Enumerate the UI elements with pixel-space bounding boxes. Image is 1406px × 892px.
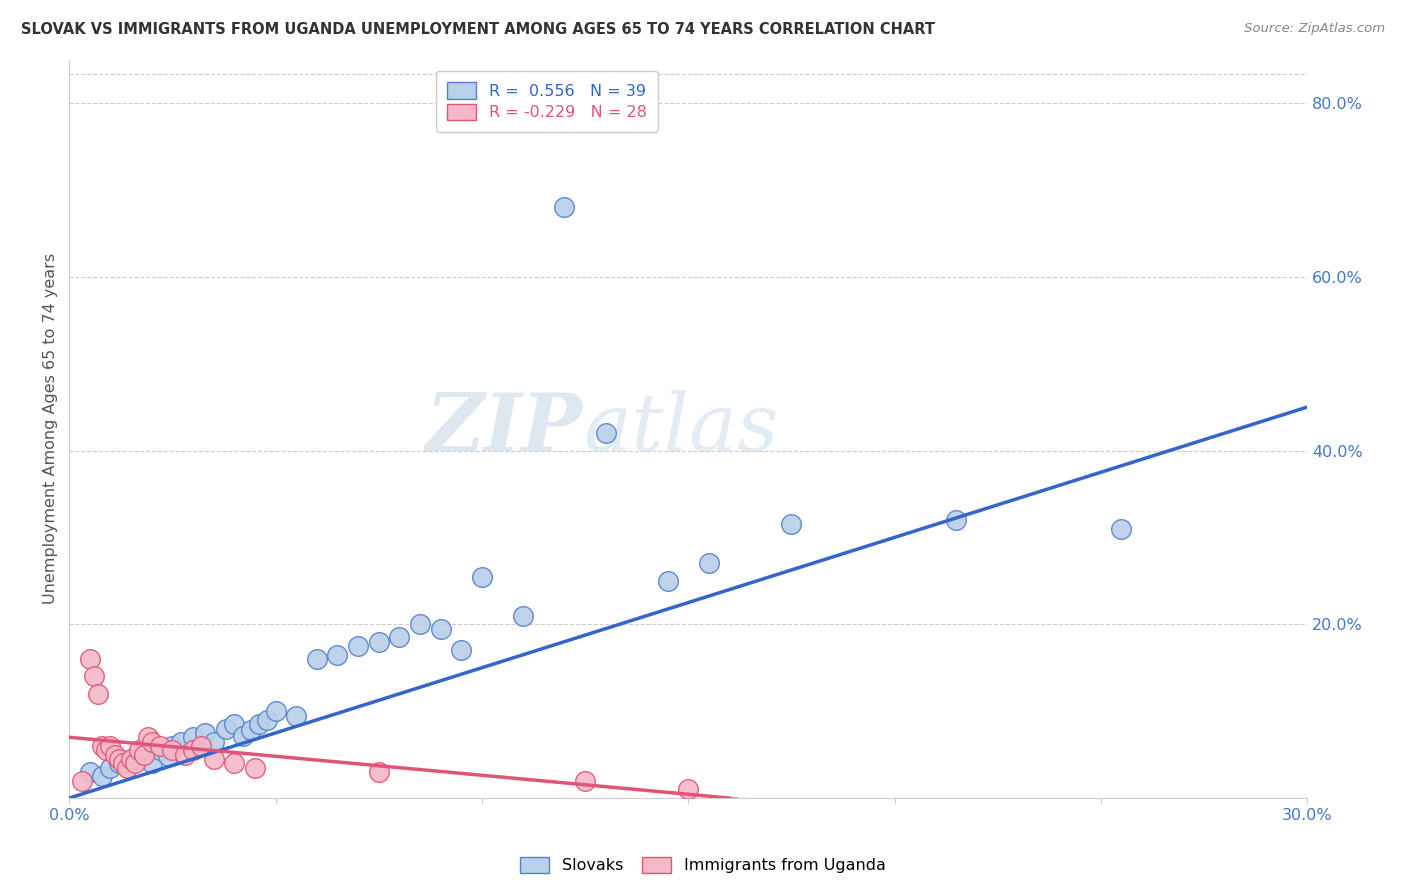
Point	[149, 743, 172, 757]
Point	[1111, 522, 1133, 536]
Point	[162, 743, 184, 757]
Point	[104, 747, 127, 762]
Point	[285, 708, 308, 723]
Point	[124, 756, 146, 771]
Point	[471, 569, 494, 583]
Point	[120, 752, 142, 766]
Point	[945, 513, 967, 527]
Point	[512, 608, 534, 623]
Point	[79, 764, 101, 779]
Point	[79, 652, 101, 666]
Point	[100, 761, 122, 775]
Y-axis label: Unemployment Among Ages 65 to 74 years: Unemployment Among Ages 65 to 74 years	[44, 253, 58, 605]
Point	[162, 739, 184, 753]
Point	[367, 764, 389, 779]
Point	[173, 747, 195, 762]
Point	[190, 739, 212, 753]
Point	[347, 639, 370, 653]
Point	[595, 426, 617, 441]
Point	[676, 782, 699, 797]
Legend: Slovaks, Immigrants from Uganda: Slovaks, Immigrants from Uganda	[513, 850, 893, 880]
Point	[388, 631, 411, 645]
Point	[149, 739, 172, 753]
Point	[243, 761, 266, 775]
Point	[141, 756, 163, 771]
Point	[553, 200, 575, 214]
Point	[239, 723, 262, 738]
Legend: R =  0.556   N = 39, R = -0.229   N = 28: R = 0.556 N = 39, R = -0.229 N = 28	[436, 71, 658, 132]
Point	[202, 752, 225, 766]
Point	[96, 743, 118, 757]
Point	[100, 739, 122, 753]
Point	[215, 722, 238, 736]
Point	[247, 717, 270, 731]
Point	[264, 704, 287, 718]
Point	[136, 731, 159, 745]
Point	[326, 648, 349, 662]
Point	[450, 643, 472, 657]
Point	[181, 743, 204, 757]
Point	[697, 557, 720, 571]
Point	[367, 634, 389, 648]
Point	[657, 574, 679, 588]
Text: SLOVAK VS IMMIGRANTS FROM UGANDA UNEMPLOYMENT AMONG AGES 65 TO 74 YEARS CORRELAT: SLOVAK VS IMMIGRANTS FROM UGANDA UNEMPLO…	[21, 22, 935, 37]
Point	[128, 743, 150, 757]
Point	[120, 752, 142, 766]
Point	[91, 769, 114, 783]
Point	[224, 756, 246, 771]
Point	[409, 617, 432, 632]
Point	[194, 726, 217, 740]
Point	[256, 713, 278, 727]
Point	[232, 729, 254, 743]
Point	[429, 622, 451, 636]
Point	[87, 687, 110, 701]
Point	[224, 717, 246, 731]
Point	[780, 517, 803, 532]
Point	[157, 749, 180, 764]
Point	[111, 756, 134, 771]
Point	[107, 756, 129, 771]
Point	[181, 731, 204, 745]
Point	[169, 734, 191, 748]
Point	[107, 752, 129, 766]
Point	[305, 652, 328, 666]
Text: ZIP: ZIP	[426, 390, 583, 467]
Text: Source: ZipAtlas.com: Source: ZipAtlas.com	[1244, 22, 1385, 36]
Point	[83, 669, 105, 683]
Point	[574, 773, 596, 788]
Point	[202, 734, 225, 748]
Point	[141, 734, 163, 748]
Point	[132, 747, 155, 762]
Point	[70, 773, 93, 788]
Text: atlas: atlas	[583, 390, 779, 467]
Point	[115, 761, 138, 775]
Point	[132, 747, 155, 762]
Point	[91, 739, 114, 753]
